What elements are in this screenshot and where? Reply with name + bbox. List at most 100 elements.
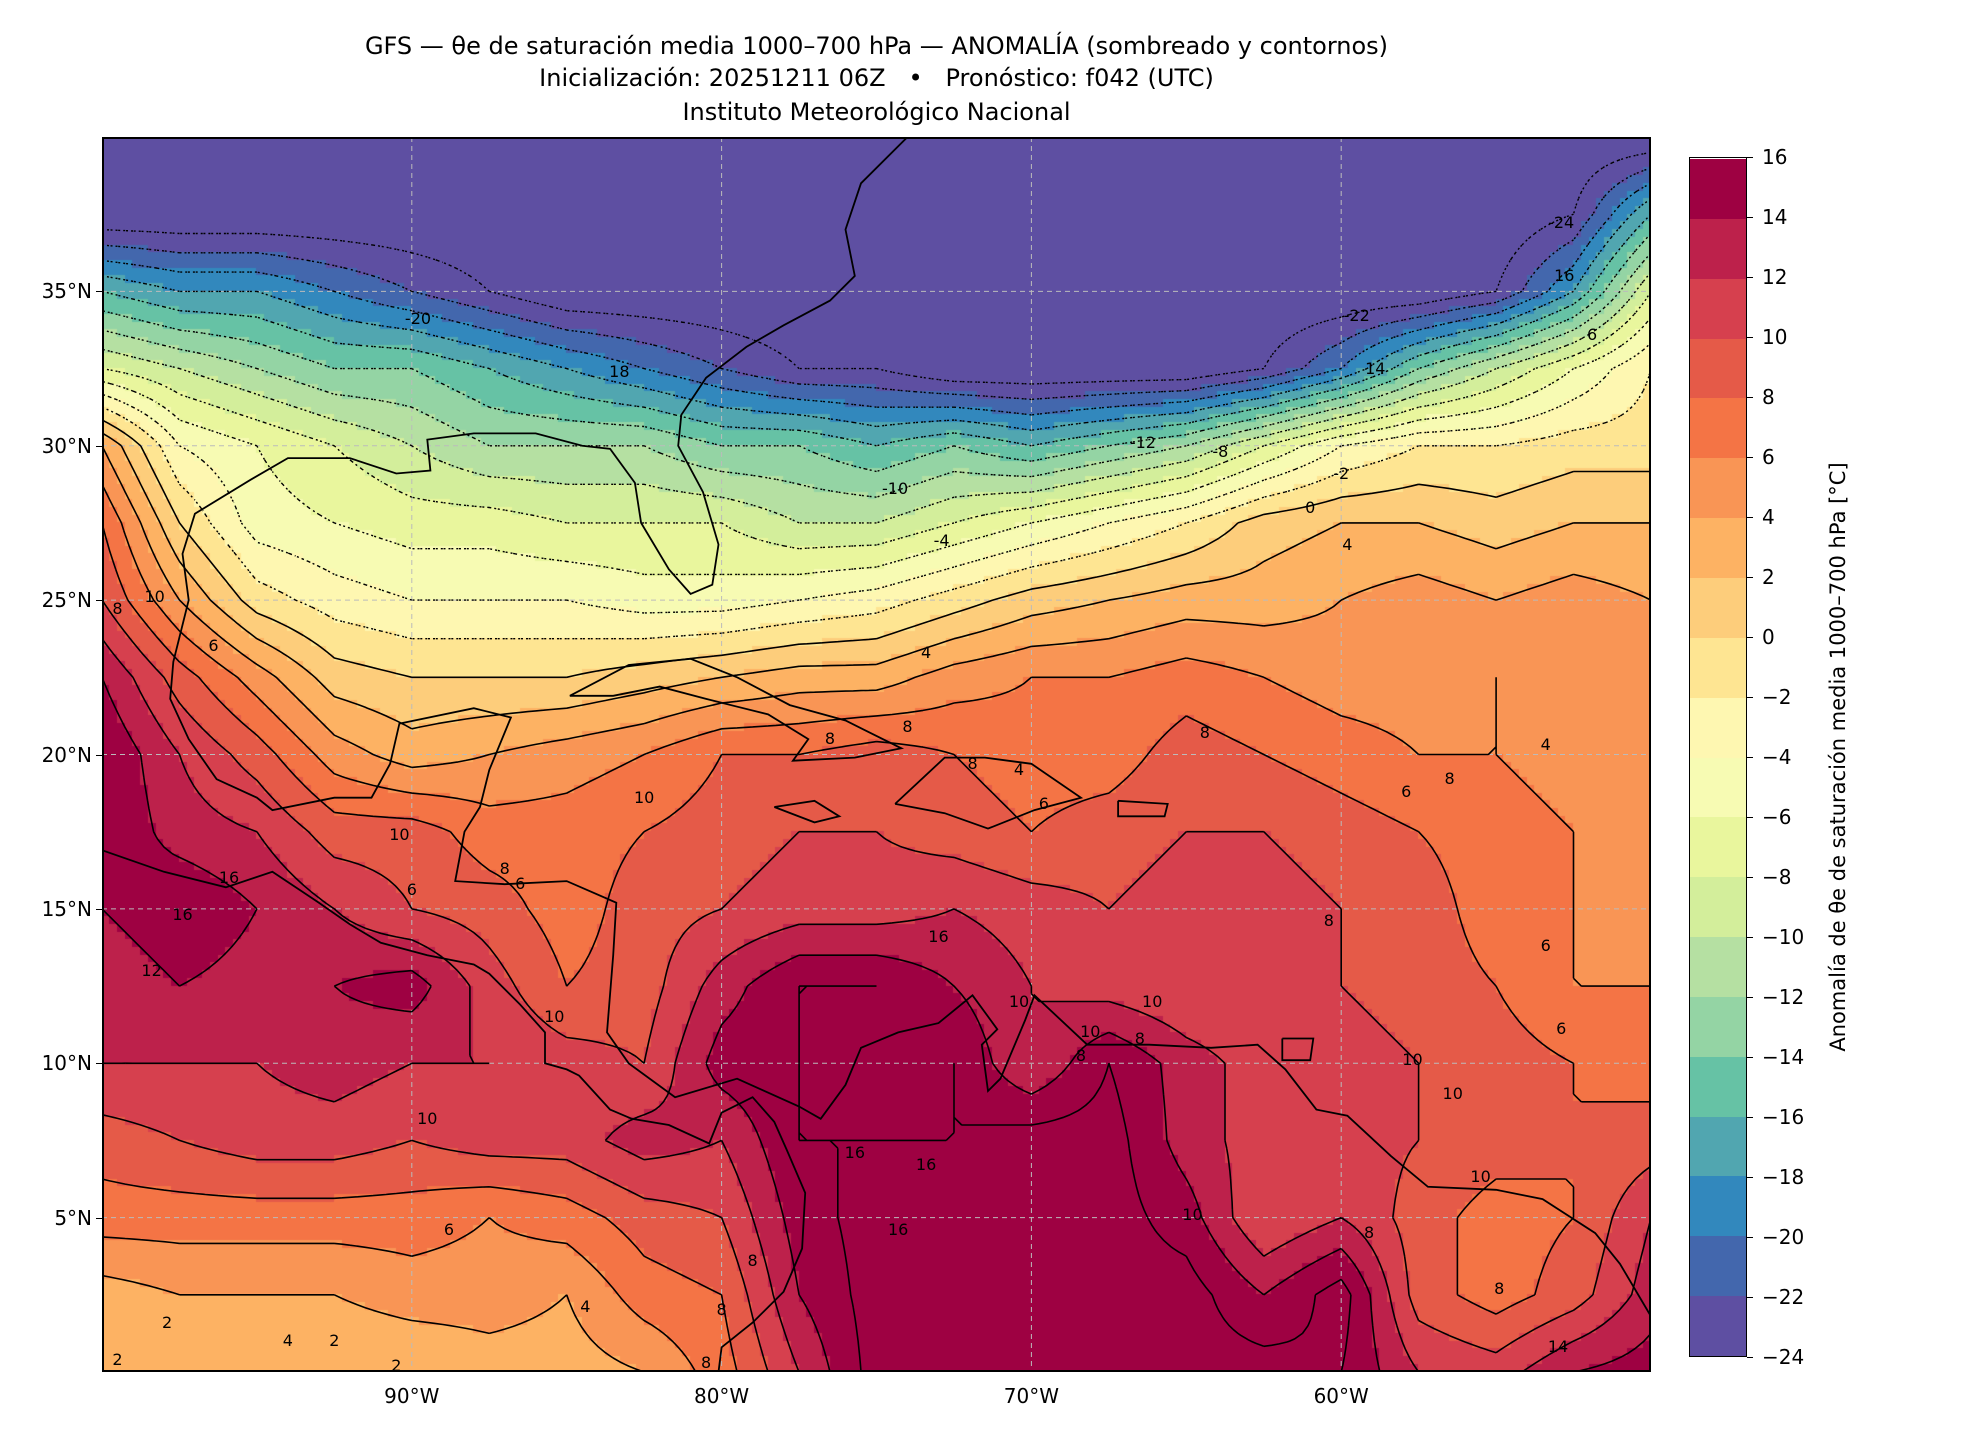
contour-label: 6 [1540,935,1551,955]
contour-label: 4 [282,1331,293,1351]
colorbar-segment [1690,1116,1746,1177]
colorbar-tick-label: −14 [1746,1045,1805,1069]
contour-label: 8 [1494,1278,1505,1298]
contour-label: 16 [887,1219,909,1239]
contour-label: 8 [1134,1028,1145,1048]
contour-label: 16 [172,905,193,925]
colorbar-tick-label: −20 [1746,1225,1805,1249]
contour-label: 14 [1547,1337,1569,1357]
contour-line [102,213,1651,447]
colorbar-segment [1690,278,1746,339]
contour-label: 10 [544,1006,565,1026]
map-plot-area: -24 16 -20 -22 6 18 14 -12 -8 -10 -2 0 -4 4 10 8 6 4 8 8 8 4 4… [102,137,1651,1373]
contour-label: 2 [161,1312,173,1332]
contour-line [102,432,1651,730]
contour-line [102,151,1651,385]
colorbar-tick-label: −4 [1746,745,1792,769]
contour-label: 12 [141,960,162,980]
contour-label: 10 [1402,1050,1423,1070]
colorbar-segment [1690,816,1746,878]
colorbar-tick-label: −8 [1746,865,1792,889]
colorbar-tick-label: 0 [1747,625,1775,649]
contour-line [102,167,1651,401]
colorbar-tick-label: 12 [1746,265,1788,289]
contour-label: 6 [1556,1019,1567,1039]
coastline [169,137,1651,1317]
coastline [773,799,842,824]
contour-label: 8 [499,858,510,878]
contour-label: 10 [1442,1084,1463,1104]
map-overlay [102,137,1651,1372]
colorbar-tick-label: −22 [1746,1285,1805,1309]
colorbar-segment [1690,218,1746,279]
contour-line [102,483,1651,1372]
colorbar-tick-label: 10 [1746,325,1788,349]
colorbar-tick-label: −16 [1746,1105,1805,1129]
contour-label: -10 [882,478,909,498]
colorbar-tick-label: 14 [1746,205,1788,229]
contour-label: 4 [1013,759,1025,779]
contour-label: 6 [406,880,417,900]
contour-label: 4 [920,642,932,662]
coastline [894,756,1084,830]
contour-label: 8 [747,1250,758,1270]
contour-label: 8 [824,729,836,749]
colorbar-segment [1690,338,1746,399]
contour-label: 8 [1323,911,1334,931]
contour-label: -2 [1333,463,1350,483]
contour-label: 10 [1142,991,1163,1011]
contour-label: 8 [1363,1223,1375,1243]
contour-label: 10 [1182,1204,1203,1224]
coastline [569,657,905,762]
contour-label: -22 [1343,306,1370,326]
contour-line [102,599,1651,1372]
contour-label: 10 [144,587,165,607]
colorbar [1689,157,1747,1357]
contour-line [102,445,1651,1372]
lat-tick-label: 20°N [41,742,103,767]
colorbar-segment [1690,637,1746,698]
lat-tick-label: 30°N [41,433,103,458]
contour-label: 2 [112,1349,123,1369]
contour-label: 10 [1008,991,1030,1011]
colorbar-segment [1690,697,1746,758]
colorbar-segment [1690,936,1746,997]
contour-label: 6 [443,1219,455,1239]
contour-label: 6 [1038,793,1049,813]
contour-label: 10 [389,824,410,844]
contour-line [102,252,1651,498]
contour-label: 16 [844,1142,865,1162]
colorbar-label: Anomalía de θe de saturación media 1000–… [1826,462,1850,1052]
colorbar-tick-label: −24 [1746,1345,1805,1369]
contour-label: 8 [1199,722,1210,742]
colorbar-segment [1690,876,1746,938]
contour-label: 8 [1444,769,1455,789]
lat-tick-label: 15°N [41,896,103,921]
colorbar-segment [1690,757,1746,818]
contour-label: -24 [1548,213,1575,233]
contour-label: 16 [218,868,240,887]
contour-label: 8 [716,1300,727,1320]
contour-label: 4 [1540,735,1551,755]
contour-line [102,368,1651,640]
contour-label: 16 [1554,265,1575,285]
colorbar-tick-label: −6 [1746,805,1792,829]
lon-tick-label: 80°W [693,1384,750,1408]
lat-tick-label: 10°N [41,1051,103,1076]
contour-line [102,233,1651,473]
contour-label: -8 [1212,441,1229,461]
colorbar-tick-label: −2 [1746,685,1792,709]
coastline [102,849,807,1372]
coastline [1281,1037,1315,1062]
contour-label: 14 [1365,358,1386,378]
contour-label: 10 [417,1108,438,1128]
contour-label: 16 [915,1155,937,1175]
contour-label: 10 [633,787,655,807]
contour-label: 0 [1305,497,1316,517]
lon-tick-label: 60°W [1313,1384,1369,1408]
contour-line [102,182,1651,416]
contour-line [102,198,1651,431]
lon-tick-label: 90°W [384,1384,440,1408]
contour-label: 6 [1587,324,1598,344]
contour-line [102,291,1651,550]
